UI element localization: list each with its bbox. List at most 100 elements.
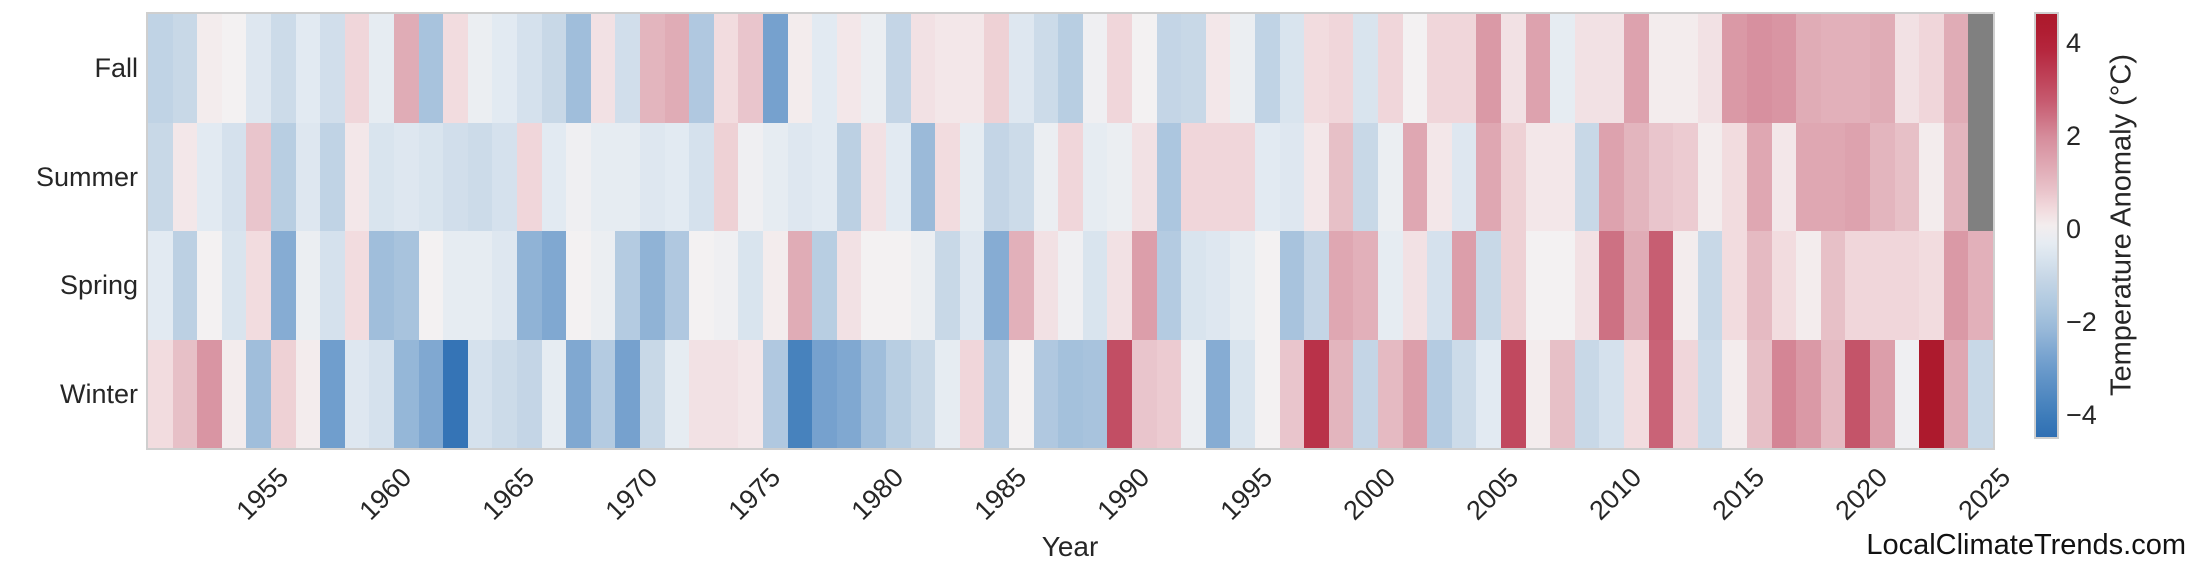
heatmap-cell <box>713 14 739 123</box>
heatmap-cell <box>1156 231 1182 340</box>
heatmap-cell <box>1500 122 1526 231</box>
heatmap-cell <box>1722 231 1747 340</box>
heatmap-cell <box>1427 122 1452 231</box>
heatmap-cell <box>910 339 936 448</box>
heatmap-cell <box>959 231 985 340</box>
heatmap-cell <box>1919 231 1944 340</box>
heatmap-cell <box>467 14 493 123</box>
heatmap-cell <box>1697 14 1723 123</box>
heatmap-cell <box>886 122 911 231</box>
heatmap-cell <box>418 231 444 340</box>
heatmap-cell <box>664 231 690 340</box>
heatmap-cell <box>713 122 739 231</box>
heatmap-cell <box>1058 231 1083 340</box>
heatmap-cell <box>1673 14 1698 123</box>
row-label-summer: Summer <box>35 161 138 192</box>
colorbar-gradient <box>2036 14 2057 437</box>
heatmap-cell <box>221 339 247 448</box>
heatmap-cell <box>935 231 960 340</box>
heatmap-cell <box>640 231 665 340</box>
x-tick-label-1960: 1960 <box>353 462 418 526</box>
heatmap-cell <box>910 231 936 340</box>
heatmap-cell <box>1919 339 1944 448</box>
heatmap-cell <box>1156 14 1182 123</box>
heatmap-cell <box>1009 122 1034 231</box>
heatmap-cell <box>590 231 616 340</box>
heatmap-cell <box>1525 231 1551 340</box>
colorbar <box>2034 12 2059 439</box>
heatmap-cell <box>1378 122 1403 231</box>
heatmap-cell <box>1131 231 1157 340</box>
heatmap-cell <box>1328 231 1354 340</box>
heatmap-cell <box>566 231 591 340</box>
heatmap-cell <box>1181 14 1206 123</box>
heatmap-cell <box>1205 14 1231 123</box>
heatmap-cell <box>812 14 837 123</box>
heatmap-cell <box>910 14 936 123</box>
row-label-fall: Fall <box>94 53 138 84</box>
heatmap-cell <box>148 339 173 448</box>
heatmap-cell <box>1574 339 1600 448</box>
heatmap-cell <box>713 231 739 340</box>
heatmap-cell <box>369 339 394 448</box>
heatmap-cell <box>738 339 763 448</box>
heatmap-cell <box>1033 339 1059 448</box>
heatmap-cell <box>640 14 665 123</box>
heatmap-cell <box>1033 14 1059 123</box>
heatmap-cell <box>172 339 198 448</box>
heatmap-cell <box>1230 231 1255 340</box>
heatmap-cell <box>517 122 542 231</box>
heatmap-cell <box>812 339 837 448</box>
heatmap-cell <box>1796 339 1821 448</box>
heatmap-cell <box>861 231 886 340</box>
heatmap-cell <box>787 122 813 231</box>
colorbar-tick-2: 2 <box>2066 120 2082 151</box>
heatmap-cell <box>1574 14 1600 123</box>
heatmap-cell <box>1820 231 1846 340</box>
heatmap-cell <box>221 14 247 123</box>
heatmap-cell <box>1082 231 1108 340</box>
heatmap-cell <box>1525 122 1551 231</box>
heatmap-cell <box>320 122 345 231</box>
heatmap-cell <box>787 14 813 123</box>
x-tick-label-2005: 2005 <box>1460 462 1525 526</box>
heatmap-cell <box>566 339 591 448</box>
heatmap-cell <box>590 122 616 231</box>
heatmap-cell <box>344 122 370 231</box>
heatmap-cell <box>762 231 788 340</box>
heatmap-cell <box>221 231 247 340</box>
x-tick-label-1965: 1965 <box>476 462 541 526</box>
heatmap-cell <box>221 122 247 231</box>
heatmap-cell <box>861 14 886 123</box>
heatmap-cell <box>787 339 813 448</box>
heatmap-cell <box>443 14 468 123</box>
heatmap-cell <box>1255 231 1280 340</box>
heatmap-cell <box>664 339 690 448</box>
heatmap-cell <box>1058 339 1083 448</box>
heatmap-cell <box>1378 339 1403 448</box>
heatmap-cell <box>1033 231 1059 340</box>
heatmap-cell <box>246 231 271 340</box>
heatmap-cell <box>1845 339 1870 448</box>
heatmap-cell <box>1500 231 1526 340</box>
heatmap-cell <box>738 122 763 231</box>
heatmap-cell <box>1181 122 1206 231</box>
heatmap-cell <box>1500 339 1526 448</box>
heatmap-cell <box>369 14 394 123</box>
heatmap-cell <box>1131 14 1157 123</box>
heatmap-cell <box>541 14 567 123</box>
heatmap-cell <box>172 122 198 231</box>
heatmap-cell <box>1402 122 1428 231</box>
heatmap-cell <box>1968 122 1993 231</box>
heatmap-cell <box>1820 339 1846 448</box>
heatmap-cell <box>836 339 862 448</box>
heatmap-cell <box>1648 122 1674 231</box>
heatmap-cell <box>1451 122 1477 231</box>
heatmap-cell <box>271 122 296 231</box>
x-tick-label-1995: 1995 <box>1214 462 1279 526</box>
heatmap-cell <box>1747 122 1772 231</box>
heatmap-cell <box>1279 339 1305 448</box>
heatmap-cell <box>492 122 517 231</box>
heatmap-cell <box>812 231 837 340</box>
heatmap-cell <box>1082 339 1108 448</box>
